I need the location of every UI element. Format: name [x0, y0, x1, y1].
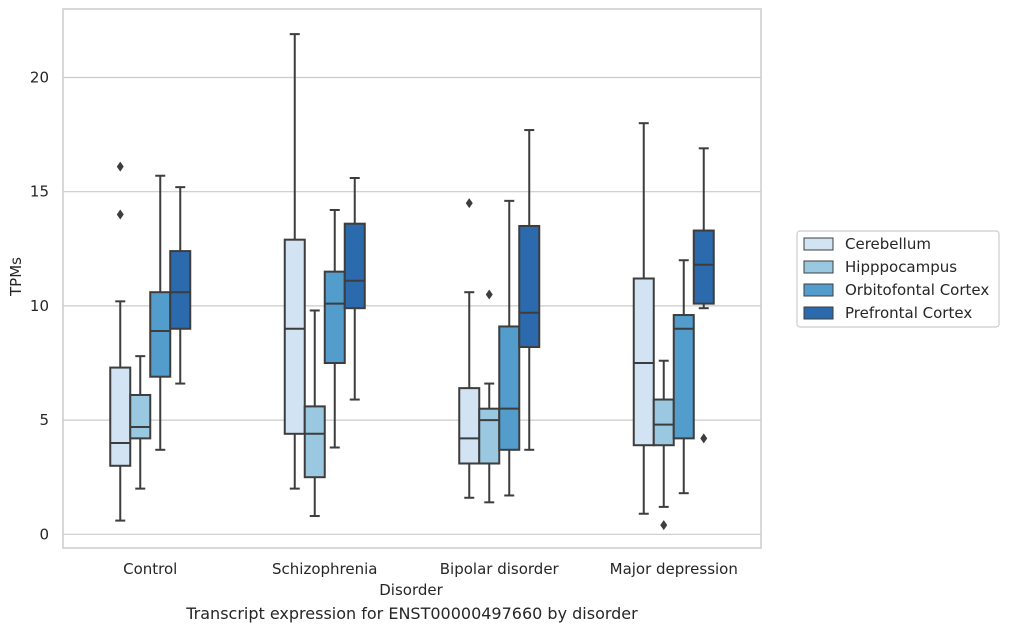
x-tick-label-2: Bipolar disorder	[440, 560, 560, 578]
box-body	[478, 407, 501, 465]
box-3-2	[672, 259, 695, 495]
box-1-3	[343, 177, 366, 401]
legend-swatch-0	[803, 237, 834, 251]
box-body	[343, 222, 366, 310]
box-3-3	[692, 147, 715, 444]
box-body	[518, 224, 541, 349]
outlier-point-0	[465, 198, 473, 209]
box-body	[129, 393, 152, 440]
legend-label-0: Cerebellum	[845, 235, 931, 253]
outlier-point-0	[700, 433, 708, 444]
outlier-point-0	[660, 520, 668, 531]
box-1-0	[283, 33, 306, 490]
box-1-1	[303, 309, 326, 518]
box-body	[283, 238, 306, 435]
box-2-0	[458, 198, 481, 499]
box-body	[672, 314, 695, 440]
box-0-0	[109, 161, 132, 522]
box-body	[303, 405, 326, 479]
y-tick-label-5: 5	[39, 411, 49, 429]
boxes	[109, 33, 715, 531]
x-tick-labels: Control Schizophrenia Bipolar disorder Majo…	[123, 560, 738, 578]
box-3-0	[632, 122, 655, 515]
y-tick-label-15: 15	[30, 183, 49, 201]
box-2-2	[498, 199, 521, 497]
box-body	[498, 325, 521, 451]
box-0-3	[169, 186, 192, 385]
outlier-point-0	[116, 209, 124, 220]
x-tick-label-0: Control	[123, 560, 177, 578]
plot-area-frame	[62, 8, 762, 549]
box-body	[692, 229, 715, 305]
box-body	[632, 277, 655, 447]
box-1-2	[323, 208, 346, 449]
legend: Cerebellum Hipppocampus Orbitofontal Corte…	[796, 230, 1000, 328]
box-2-3	[518, 129, 541, 451]
y-tick-label-10: 10	[30, 297, 49, 315]
y-tick-label-20: 20	[30, 69, 49, 87]
legend-swatch-1	[803, 260, 834, 274]
legend-label-3: Prefrontal Cortex	[845, 304, 972, 322]
box-body	[109, 366, 132, 467]
box-0-2	[149, 174, 172, 451]
box-0-1	[129, 355, 152, 490]
box-body	[323, 270, 346, 365]
legend-frame	[796, 230, 1000, 328]
box-body	[169, 250, 192, 330]
legend-label-1: Hipppocampus	[845, 258, 957, 276]
box-body	[652, 398, 675, 447]
y-tick-label-0: 0	[39, 525, 49, 543]
figure-caption: Transcript expression for ENST0000049766…	[186, 604, 638, 623]
legend-swatch-2	[803, 283, 834, 297]
legend-label-2: Orbitofontal Cortex	[845, 281, 989, 299]
legend-swatch-3	[803, 306, 834, 320]
y-axis-title: TPMs	[7, 257, 25, 297]
box-2-1	[478, 289, 501, 504]
box-3-1	[652, 359, 675, 531]
x-tick-label-3: Major depression	[610, 560, 738, 578]
outlier-point-0	[485, 289, 493, 300]
y-tick-labels: 0 5 10 15 20	[30, 69, 49, 544]
box-body	[149, 291, 172, 378]
box-body	[458, 387, 481, 465]
outlier-point-1	[116, 161, 124, 172]
x-tick-label-1: Schizophrenia	[272, 560, 377, 578]
x-axis-title: Disorder	[379, 581, 443, 599]
